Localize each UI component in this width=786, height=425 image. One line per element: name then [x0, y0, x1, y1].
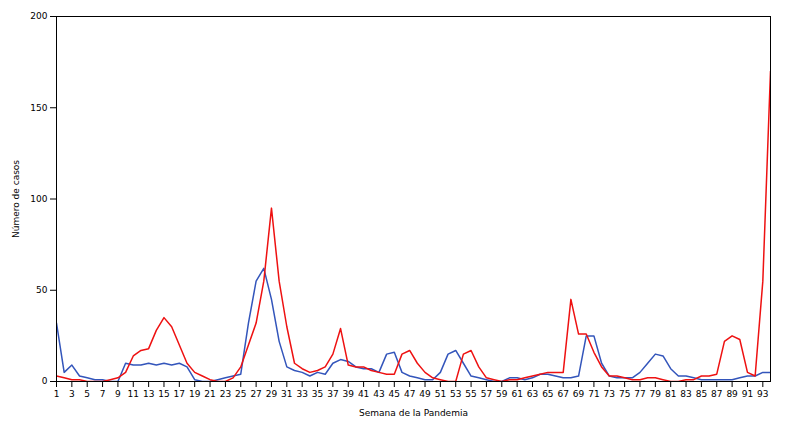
- svg-text:3: 3: [69, 389, 75, 399]
- svg-text:Número de casos: Número de casos: [11, 160, 21, 238]
- svg-text:7: 7: [100, 389, 106, 399]
- svg-text:11: 11: [128, 389, 139, 399]
- svg-text:39: 39: [343, 389, 355, 399]
- svg-text:51: 51: [435, 389, 446, 399]
- svg-text:63: 63: [527, 389, 538, 399]
- svg-text:15: 15: [158, 389, 169, 399]
- svg-text:61: 61: [511, 389, 522, 399]
- svg-text:53: 53: [450, 389, 461, 399]
- svg-text:41: 41: [358, 389, 369, 399]
- svg-text:35: 35: [312, 389, 323, 399]
- svg-text:5: 5: [84, 389, 90, 399]
- svg-text:13: 13: [143, 389, 154, 399]
- svg-text:100: 100: [30, 194, 47, 204]
- svg-text:91: 91: [742, 389, 753, 399]
- svg-text:87: 87: [711, 389, 722, 399]
- svg-text:23: 23: [220, 389, 231, 399]
- svg-text:17: 17: [174, 389, 185, 399]
- svg-text:57: 57: [481, 389, 492, 399]
- svg-text:1: 1: [54, 389, 60, 399]
- svg-text:37: 37: [327, 389, 338, 399]
- svg-text:33: 33: [296, 389, 307, 399]
- svg-text:150: 150: [30, 103, 47, 113]
- svg-text:93: 93: [757, 389, 768, 399]
- svg-text:19: 19: [189, 389, 201, 399]
- svg-text:83: 83: [680, 389, 691, 399]
- svg-text:75: 75: [619, 389, 630, 399]
- svg-text:200: 200: [30, 11, 47, 21]
- svg-text:0: 0: [42, 376, 48, 386]
- svg-text:65: 65: [542, 389, 553, 399]
- svg-text:25: 25: [235, 389, 246, 399]
- svg-text:31: 31: [281, 389, 292, 399]
- svg-text:27: 27: [250, 389, 261, 399]
- svg-text:Semana de la Pandemia: Semana de la Pandemia: [359, 408, 468, 418]
- svg-text:89: 89: [726, 389, 738, 399]
- svg-text:59: 59: [496, 389, 508, 399]
- svg-text:77: 77: [634, 389, 645, 399]
- svg-text:45: 45: [389, 389, 400, 399]
- svg-text:49: 49: [419, 389, 431, 399]
- svg-text:79: 79: [650, 389, 662, 399]
- svg-text:55: 55: [465, 389, 476, 399]
- svg-text:50: 50: [36, 285, 48, 295]
- svg-text:47: 47: [404, 389, 415, 399]
- svg-text:71: 71: [588, 389, 599, 399]
- svg-text:21: 21: [204, 389, 215, 399]
- svg-text:43: 43: [373, 389, 384, 399]
- svg-text:29: 29: [266, 389, 278, 399]
- svg-text:81: 81: [665, 389, 676, 399]
- svg-text:9: 9: [115, 389, 121, 399]
- svg-text:85: 85: [696, 389, 707, 399]
- svg-text:69: 69: [573, 389, 585, 399]
- svg-text:67: 67: [557, 389, 568, 399]
- svg-text:73: 73: [604, 389, 615, 399]
